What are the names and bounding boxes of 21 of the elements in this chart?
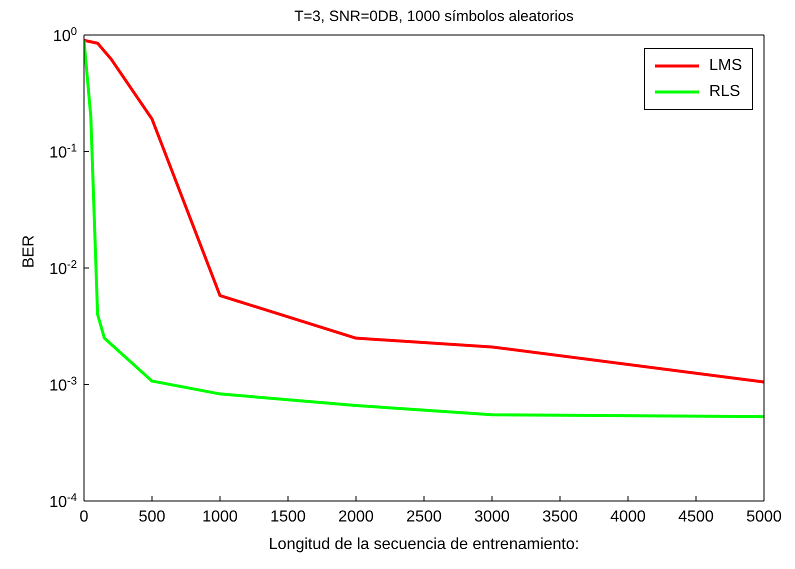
legend-label: RLS — [709, 82, 740, 102]
chart-title: T=3, SNR=0DB, 1000 símbolos aleatorios — [293, 8, 575, 25]
y-tick-label: 10$^{-1}$ — [49, 142, 77, 162]
x-tick-label: 2000 — [338, 508, 374, 526]
x-tick-label: 3500 — [542, 508, 578, 526]
y-tick-label: 10$^{-2}$ — [49, 259, 77, 278]
y-tick-label: 10$^{-4}$ — [49, 492, 77, 511]
x-tick-label: 4500 — [678, 508, 714, 526]
y-tick-label: 10$^{-3}$ — [49, 376, 77, 394]
x-tick-label: 5000 — [746, 508, 782, 526]
x-tick-label: 0 — [80, 508, 89, 526]
x-tick-label: 3000 — [474, 508, 510, 526]
x-tick-label: 4000 — [610, 508, 646, 526]
y-tick-label: 10$^{0}$ — [52, 26, 77, 45]
y-axis-title: BER — [20, 235, 38, 268]
x-tick-label: 2500 — [406, 508, 442, 526]
x-axis-title: Longitud de la secuencia de entrenamiento: — [268, 536, 580, 553]
x-tick-label: 500 — [138, 508, 166, 526]
x-tick-label: 1000 — [202, 508, 238, 526]
x-tick-label: 1500 — [270, 508, 306, 526]
legend-label: LMS — [709, 56, 742, 76]
